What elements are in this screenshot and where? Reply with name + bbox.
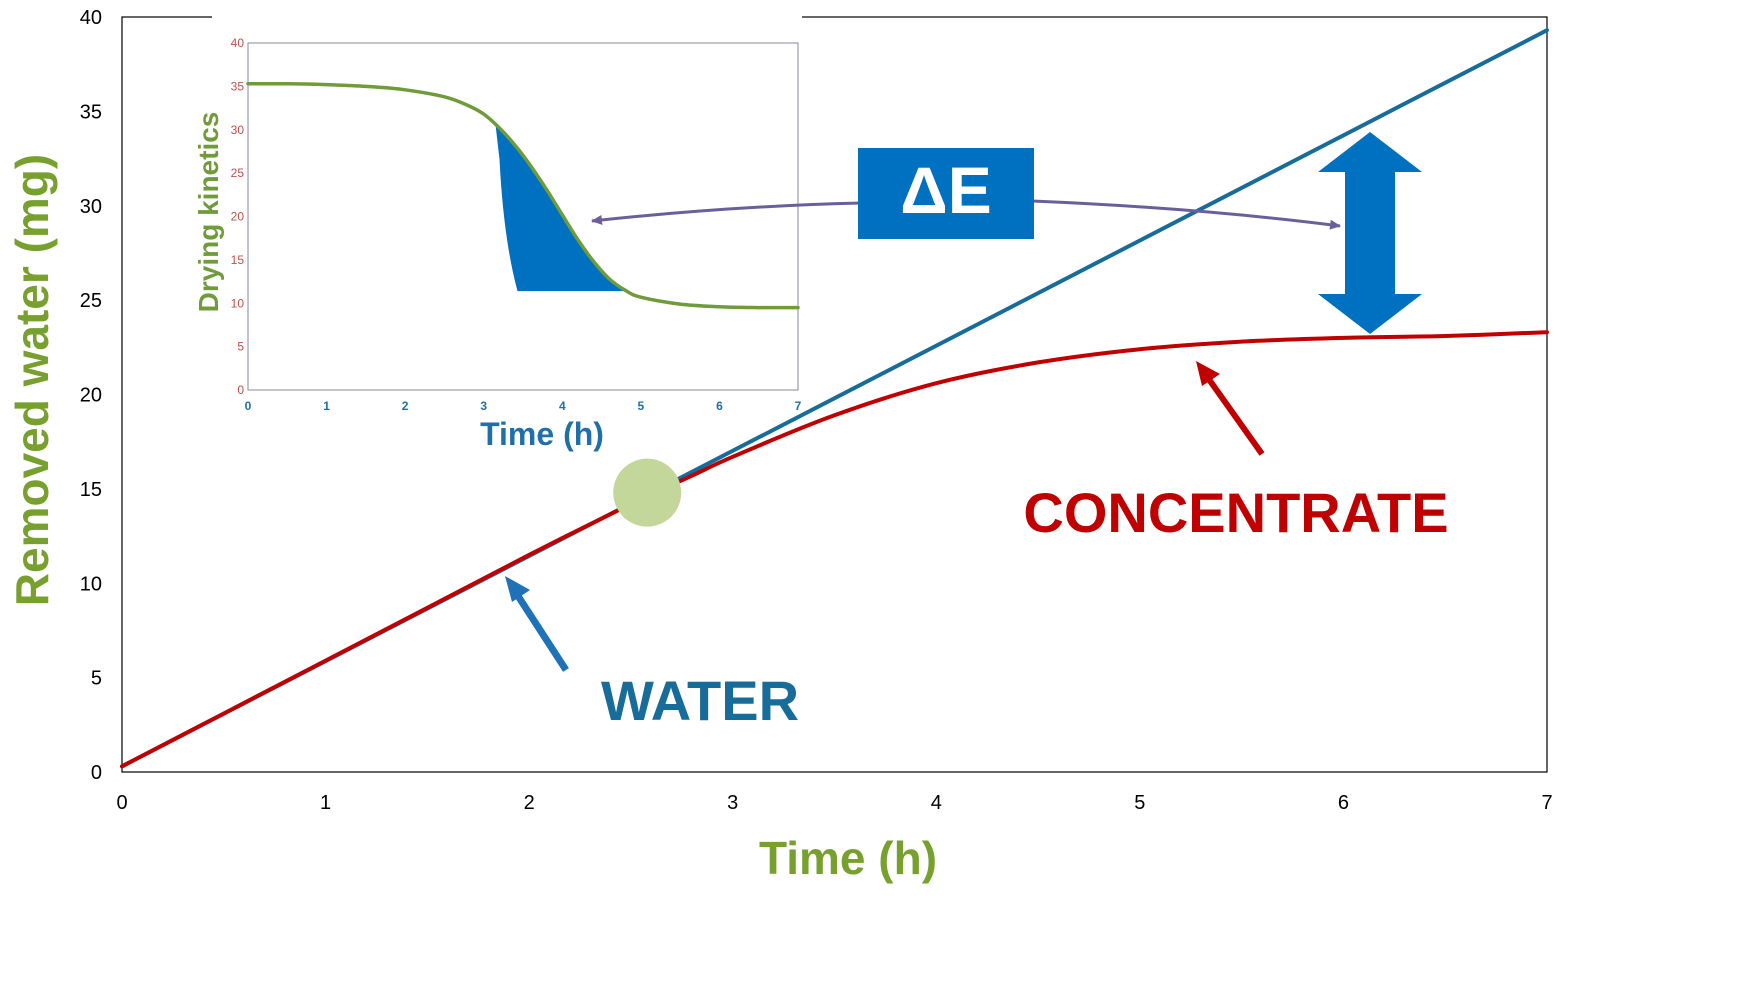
main-x-tick-label: 3 (727, 792, 738, 814)
main-y-tick-label: 5 (91, 668, 102, 690)
main-x-axis-title: Time (h) (759, 832, 937, 884)
main-x-tick-labels: 0 1 2 3 4 5 6 7 (116, 792, 1552, 814)
concentrate-arrow-head-icon (1196, 361, 1220, 386)
main-x-tick-label: 0 (116, 792, 127, 814)
main-x-tick-label: 6 (1338, 792, 1349, 814)
inset-background (212, 0, 802, 40)
main-y-tick-label: 10 (80, 573, 102, 595)
inset-x-tick-label: 6 (716, 399, 723, 413)
main-x-tick-label: 4 (931, 792, 942, 814)
inset-x-tick-label: 1 (323, 399, 330, 413)
main-y-tick-label: 35 (80, 101, 102, 123)
delta-e-box (858, 148, 1034, 239)
inset-x-tick-label: 0 (245, 399, 252, 413)
inset-x-tick-label: 4 (559, 399, 566, 413)
concentrate-label: CONCENTRATE (1023, 481, 1448, 544)
concentrate-arrow-shaft (1205, 376, 1265, 456)
inset-y-tick-label: 0 (237, 383, 244, 397)
water-label: WATER (601, 669, 799, 732)
inset-x-tick-label: 7 (795, 399, 802, 413)
main-y-tick-label: 15 (80, 479, 102, 501)
delta-e-label: ΔE (900, 153, 991, 227)
main-y-tick-label: 25 (80, 290, 102, 312)
water-arrow-head-icon (505, 576, 530, 602)
inset-y-tick-label: 15 (231, 253, 245, 267)
inset-y-axis-title: Drying kinetics (193, 112, 224, 313)
inset-x-axis-title: Time (h) (480, 416, 604, 452)
inset-y-tick-label: 30 (231, 123, 245, 137)
main-y-tick-label: 30 (80, 196, 102, 218)
divergence-point-marker (613, 458, 682, 527)
inset-y-tick-label: 35 (231, 79, 245, 93)
inset-drying-curve (246, 81, 800, 310)
inset-y-tick-label: 5 (237, 340, 244, 354)
delta-e-double-arrow-icon (1318, 132, 1422, 334)
inset-y-tick-label: 20 (231, 210, 245, 224)
annotations: ΔE WATER CONCENTRATE (505, 132, 1449, 732)
main-y-tick-labels: 0 5 10 15 20 25 30 35 40 (80, 7, 102, 784)
main-x-tick-label: 7 (1541, 792, 1552, 814)
inset-chart: 0 5 10 15 20 25 30 35 40 0 1 2 3 4 5 6 7 Drying kinetic… (193, 0, 802, 452)
series-line-concentrate (120, 330, 1549, 769)
main-y-tick-label: 20 (80, 385, 102, 407)
main-y-axis-title: Removed water (mg) (6, 154, 58, 606)
inset-y-tick-label: 25 (231, 166, 245, 180)
main-y-tick-label: 0 (91, 762, 102, 784)
water-arrow-shaft (515, 594, 569, 672)
inset-y-tick-label: 10 (231, 296, 245, 310)
main-x-tick-label: 5 (1134, 792, 1145, 814)
inset-y-tick-label: 40 (231, 36, 245, 50)
main-y-tick-label: 40 (80, 7, 102, 29)
delta-e-connector-left (591, 201, 863, 225)
inset-x-tick-labels: 0 1 2 3 4 5 6 7 (245, 399, 802, 413)
inset-y-tick-labels: 0 5 10 15 20 25 30 35 40 (231, 36, 245, 397)
inset-x-tick-label: 5 (638, 399, 645, 413)
inset-x-tick-label: 2 (402, 399, 409, 413)
inset-series-line (246, 81, 800, 310)
main-x-tick-label: 1 (320, 792, 331, 814)
delta-e-connector-right (1031, 199, 1341, 230)
main-plot-frame (121, 16, 1548, 773)
main-x-tick-label: 2 (524, 792, 535, 814)
inset-x-tick-label: 3 (480, 399, 487, 413)
main-series-lines (120, 28, 1549, 769)
inset-shaded-region (495, 124, 626, 292)
